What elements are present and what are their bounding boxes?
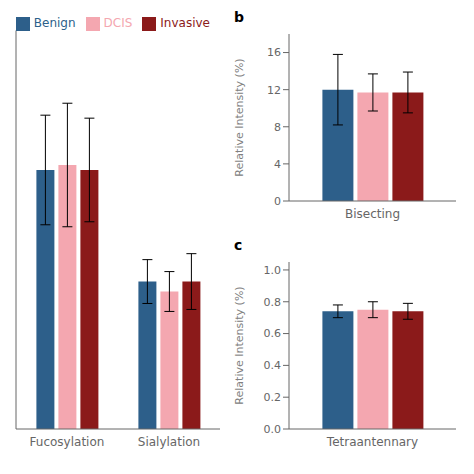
svg-text:0.6: 0.6 bbox=[264, 327, 282, 340]
svg-text:0.0: 0.0 bbox=[264, 423, 282, 436]
svg-text:12: 12 bbox=[267, 84, 281, 97]
svg-text:1.0: 1.0 bbox=[264, 264, 282, 277]
svg-text:0.4: 0.4 bbox=[264, 359, 282, 372]
svg-text:4: 4 bbox=[274, 158, 281, 171]
svg-text:16: 16 bbox=[267, 46, 281, 59]
svg-text:0: 0 bbox=[274, 195, 281, 208]
svg-text:Bisecting: Bisecting bbox=[345, 207, 400, 221]
svg-text:0.8: 0.8 bbox=[264, 296, 282, 309]
html-text:DCIS: DCIS bbox=[103, 16, 133, 30]
html-text:c: c bbox=[234, 237, 243, 253]
html-text:b: b bbox=[234, 9, 244, 25]
svg-text:Sialylation: Sialylation bbox=[138, 435, 200, 449]
html-text:Invasive: Invasive bbox=[160, 16, 210, 30]
svg-text:8: 8 bbox=[274, 121, 281, 134]
html-text:Benign: Benign bbox=[33, 16, 76, 30]
svg-text:0.2: 0.2 bbox=[264, 391, 282, 404]
svg-text:Relative Intensity (%): Relative Intensity (%) bbox=[233, 286, 246, 404]
svg-text:Tetraantennary: Tetraantennary bbox=[326, 435, 418, 449]
svg-text:Fucosylation: Fucosylation bbox=[30, 435, 105, 449]
svg-text:Relative Intensity (%): Relative Intensity (%) bbox=[233, 58, 246, 176]
